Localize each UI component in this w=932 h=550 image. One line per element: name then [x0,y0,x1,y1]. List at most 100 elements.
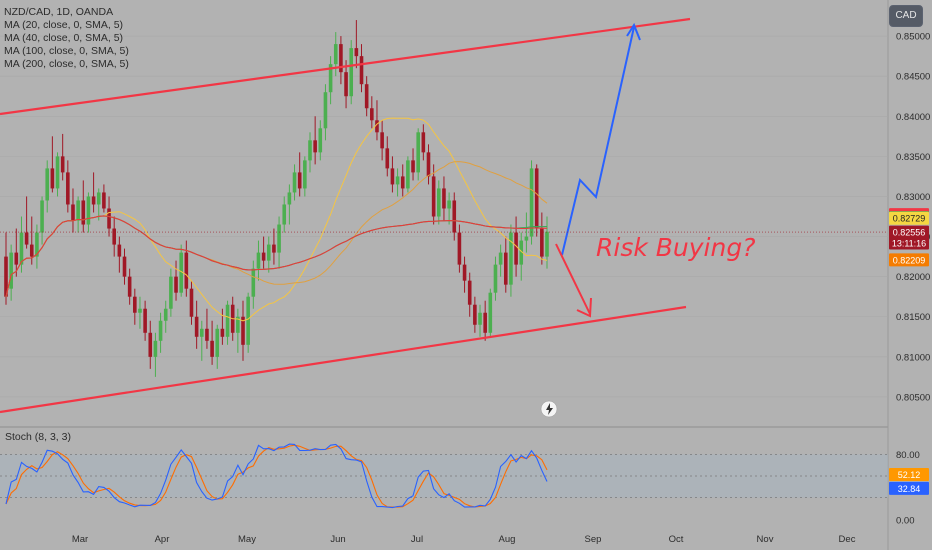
candle-body [261,252,266,261]
candle-body [313,140,317,153]
symbol-title: NZD/CAD, 1D, OANDA [4,6,114,18]
candle-body [272,244,276,253]
candle-body [287,192,292,205]
price-tag [889,236,929,250]
candle-body [503,252,508,285]
candle-body [473,304,477,325]
candle-body [411,160,415,173]
candle-body [349,48,354,97]
candle-body [339,44,343,73]
candle-body [143,308,147,333]
candle-body [514,232,518,265]
candle-body [519,240,524,265]
x-tick-label: May [238,534,256,545]
candle-body [117,244,122,257]
ma100-label: MA (100, close, 0, SMA, 5) [4,45,129,57]
candle-body [416,132,420,173]
candle-body [452,200,457,233]
candle-body [199,328,204,337]
currency-button[interactable]: CAD [889,5,923,27]
stoch-tick-label: 0.00 [896,516,915,527]
candle-body [303,160,307,189]
candle-body [50,168,55,189]
chart-legend: NZD/CAD, 1D, OANDA MA (20, close, 0, SMA… [4,6,129,71]
candle-body [400,176,405,189]
candle-body [86,196,91,225]
candle-body [478,312,482,325]
stoch-tick-label: 80.00 [896,450,920,461]
risk-buying-annotation: Risk Buying? [596,233,756,262]
y-tick-label: 0.81000 [896,352,930,363]
candle-body [246,296,250,345]
candle-body [277,224,281,253]
candle-body [81,200,86,225]
candle-body [138,308,142,313]
candle-body [189,288,194,317]
candle-body [179,252,183,293]
candle-body [442,188,446,209]
x-tick-label: Jun [330,534,345,545]
candle-body [333,44,338,65]
candle-body [40,200,44,233]
candle-body [148,332,153,357]
candle-body [14,252,19,265]
stoch-band [0,454,888,498]
x-tick-label: Oct [669,534,684,545]
y-tick-label: 0.83000 [896,192,930,203]
price-tag [889,253,929,267]
candle-body [421,132,426,153]
candle-body [4,256,8,297]
y-tick-label: 0.84500 [896,72,930,83]
candle-body [318,128,323,153]
candle-body [241,316,245,345]
candle-body [184,252,189,289]
candle-body [71,204,75,221]
candle-body [375,120,379,133]
ma20-label: MA (20, close, 0, SMA, 5) [4,19,124,31]
candle-body [323,92,328,129]
y-tick-label: 0.83500 [896,152,930,163]
candle-body [133,296,137,313]
candle-body [205,328,209,341]
candle-body [406,160,410,189]
candle-body [194,316,199,337]
bullish-projection-arrow [561,26,635,256]
candle-body [256,252,261,269]
candle-body [498,252,503,265]
y-tick-label: 0.82000 [896,272,930,283]
candle-body [370,108,374,121]
stoch-k-line [5,443,548,509]
candle-body [29,244,34,257]
candle-body [60,156,65,173]
candle-body [9,252,13,289]
candle-body [467,280,472,305]
candle-body [24,232,29,245]
bullish-arrowhead [626,22,641,41]
candle-body [426,152,431,177]
candle-body [524,236,529,241]
candle-body [122,256,127,277]
price-tag-label: 0.82729 [893,214,926,224]
candle-body [266,244,271,261]
stoch-tag-label: 52.12 [898,470,921,480]
candle-body [354,48,359,57]
channel-upper-line [0,17,691,116]
candle-body [529,168,534,237]
candle-body [457,232,462,265]
x-tick-label: Mar [72,534,88,545]
candle-body [545,231,549,257]
candle-body [447,200,451,209]
candle-body [225,304,230,337]
candle-body [483,312,487,333]
stoch-tag-label: 32.84 [898,484,921,494]
candle-body [66,172,70,205]
x-tick-label: Aug [499,534,516,545]
candle-body [328,64,333,93]
candle-body [158,320,163,341]
candle-body [35,232,39,257]
candle-body [462,264,467,281]
candle-body [19,232,24,265]
candle-body [364,84,369,109]
candle-body [210,340,214,357]
